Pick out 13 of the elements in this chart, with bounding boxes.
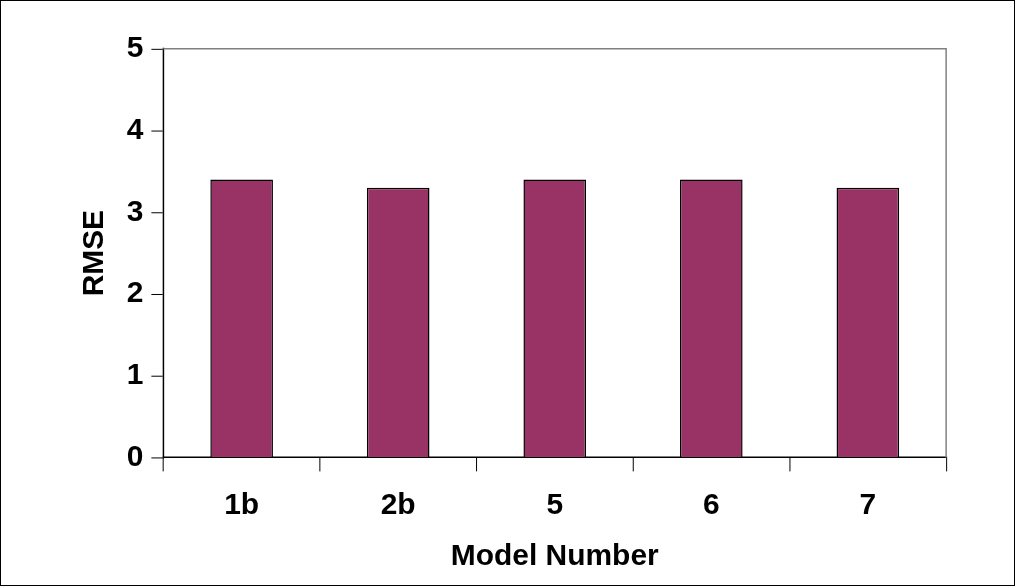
y-tick-label: 0: [126, 438, 144, 472]
x-axis-title: Model Number: [450, 538, 660, 572]
x-tick-label: 1b: [224, 486, 260, 520]
x-tick-label: 7: [859, 486, 877, 520]
y-tick-label: 4: [126, 111, 144, 145]
x-tick-label: 6: [702, 486, 720, 520]
x-tick-label: 2b: [380, 486, 416, 520]
y-tick-label: 3: [126, 193, 144, 227]
y-tick-label: 5: [126, 30, 144, 64]
y-tick-label: 2: [126, 275, 144, 309]
y-axis-title: RMSE: [76, 209, 110, 297]
x-tick-label: 5: [546, 486, 564, 520]
y-tick-label: 1: [126, 356, 144, 390]
